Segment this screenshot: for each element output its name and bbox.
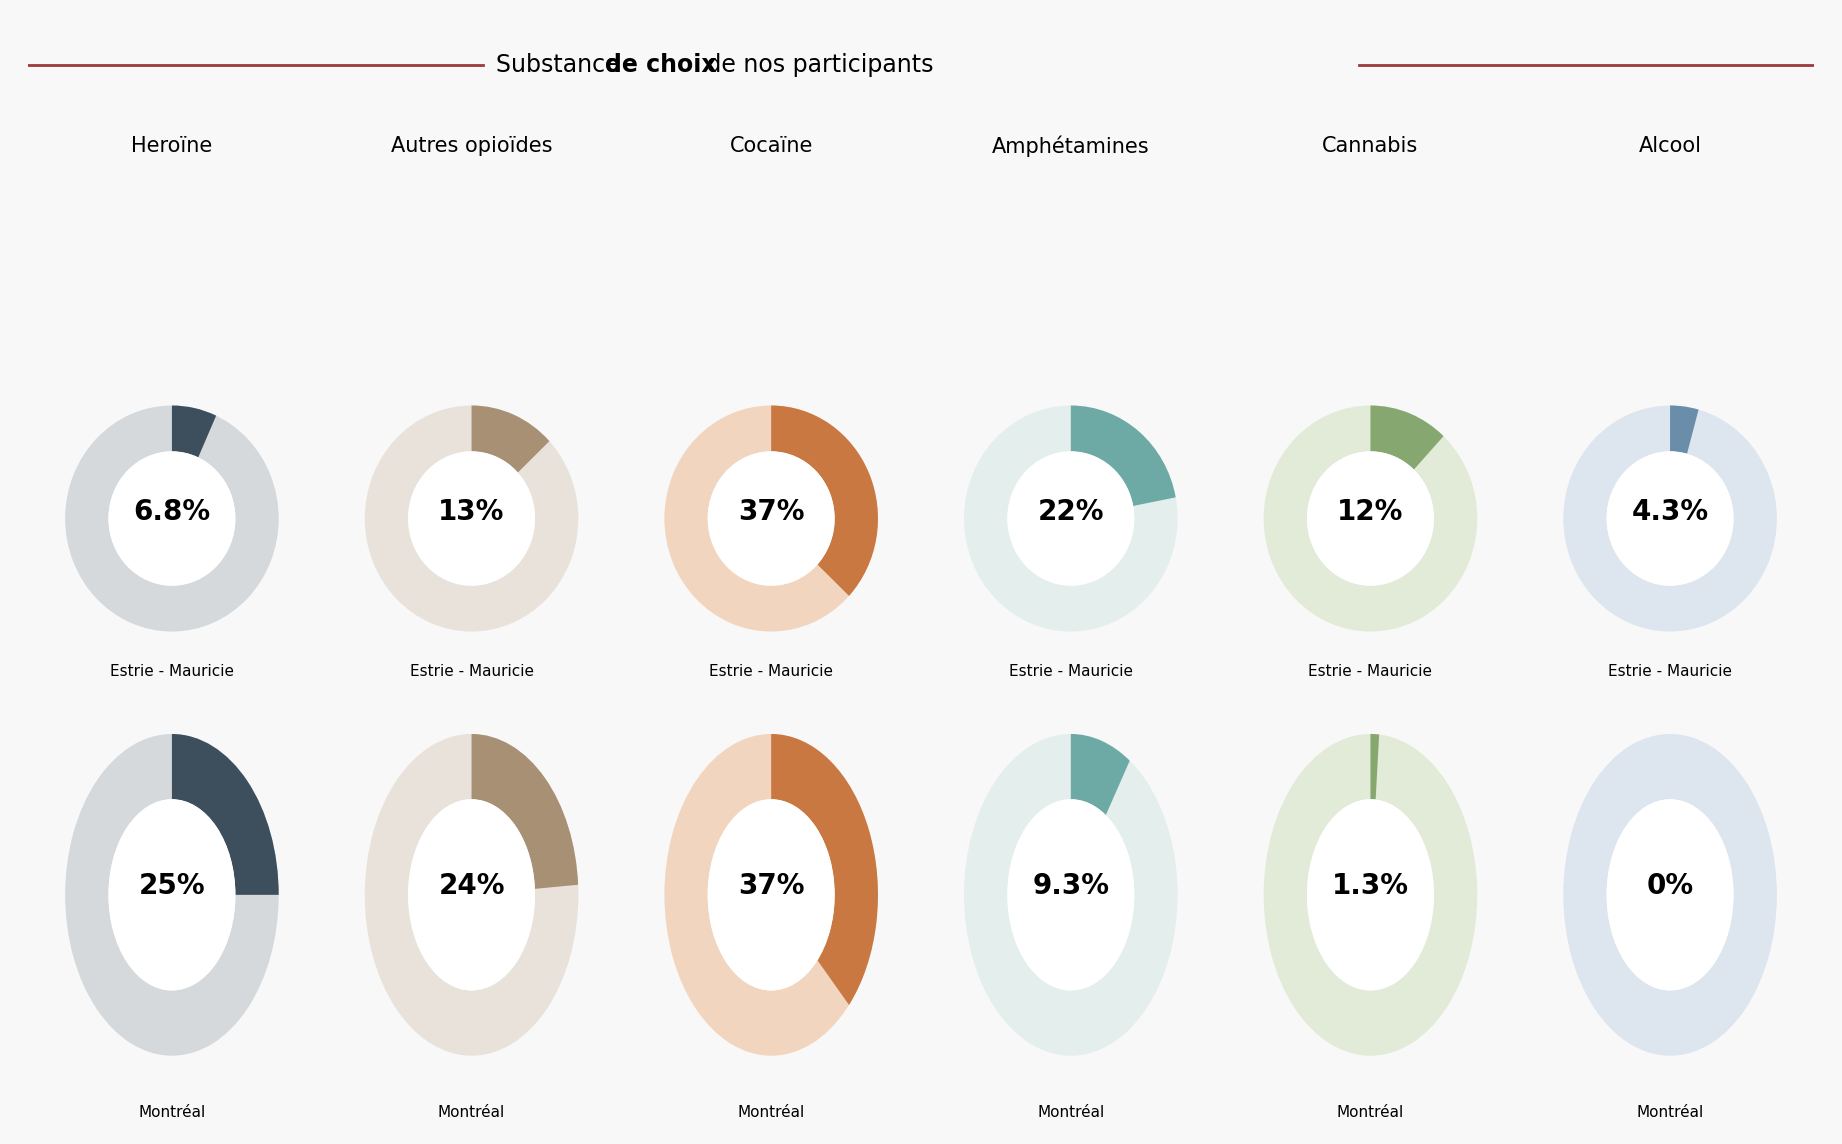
Text: Autres opioïdes: Autres opioïdes — [391, 136, 553, 156]
Text: Substance: Substance — [495, 53, 626, 77]
Wedge shape — [1564, 405, 1778, 631]
Wedge shape — [472, 734, 578, 889]
Wedge shape — [665, 734, 879, 1056]
Text: Heroïne: Heroïne — [131, 136, 212, 156]
Text: 24%: 24% — [438, 872, 505, 900]
Text: Estrie - Mauricie: Estrie - Mauricie — [709, 664, 833, 678]
Text: Estrie - Mauricie: Estrie - Mauricie — [409, 664, 534, 678]
Wedge shape — [1264, 734, 1477, 1056]
Circle shape — [707, 452, 834, 586]
Text: 12%: 12% — [1337, 499, 1404, 526]
Text: Amphétamines: Amphétamines — [993, 135, 1149, 157]
Circle shape — [409, 452, 534, 586]
Text: Alcool: Alcool — [1639, 136, 1702, 156]
Text: Montréal: Montréal — [1337, 1105, 1404, 1120]
Circle shape — [109, 800, 236, 991]
Wedge shape — [365, 405, 578, 631]
Text: Montréal: Montréal — [138, 1105, 206, 1120]
Text: 4.3%: 4.3% — [1632, 499, 1709, 526]
Text: 0%: 0% — [1647, 872, 1693, 900]
Wedge shape — [1264, 405, 1477, 631]
Text: Estrie - Mauricie: Estrie - Mauricie — [1608, 664, 1731, 678]
Text: 37%: 37% — [739, 499, 805, 526]
Wedge shape — [1070, 734, 1129, 815]
Wedge shape — [171, 734, 278, 895]
Wedge shape — [1370, 734, 1380, 800]
Text: 25%: 25% — [138, 872, 204, 900]
Wedge shape — [1564, 734, 1778, 1056]
Text: 22%: 22% — [1037, 499, 1103, 526]
Text: Cannabis: Cannabis — [1323, 136, 1418, 156]
Wedge shape — [64, 405, 278, 631]
Wedge shape — [472, 405, 549, 472]
Circle shape — [1606, 452, 1733, 586]
Circle shape — [1308, 800, 1433, 991]
Text: 13%: 13% — [438, 499, 505, 526]
Text: de choix: de choix — [604, 53, 717, 77]
Text: Montréal: Montréal — [1037, 1105, 1105, 1120]
Wedge shape — [1070, 405, 1175, 506]
Text: de nos participants: de nos participants — [700, 53, 934, 77]
Circle shape — [109, 452, 236, 586]
Wedge shape — [171, 405, 216, 458]
Circle shape — [707, 800, 834, 991]
Wedge shape — [963, 405, 1177, 631]
Text: 9.3%: 9.3% — [1032, 872, 1109, 900]
Text: Estrie - Mauricie: Estrie - Mauricie — [1308, 664, 1433, 678]
Circle shape — [1308, 452, 1433, 586]
Wedge shape — [772, 405, 879, 596]
Wedge shape — [64, 734, 278, 1056]
Text: Estrie - Mauricie: Estrie - Mauricie — [1009, 664, 1133, 678]
Text: Montréal: Montréal — [1636, 1105, 1704, 1120]
Wedge shape — [772, 734, 879, 1004]
Wedge shape — [1370, 405, 1444, 469]
Text: Montréal: Montréal — [737, 1105, 805, 1120]
Text: 1.3%: 1.3% — [1332, 872, 1409, 900]
Wedge shape — [665, 405, 879, 631]
Wedge shape — [963, 734, 1177, 1056]
Text: Cocaïne: Cocaïne — [729, 136, 812, 156]
Wedge shape — [1671, 405, 1698, 454]
Circle shape — [1606, 800, 1733, 991]
Text: Estrie - Mauricie: Estrie - Mauricie — [111, 664, 234, 678]
Text: 37%: 37% — [739, 872, 805, 900]
Circle shape — [1008, 452, 1135, 586]
Wedge shape — [365, 734, 578, 1056]
Circle shape — [409, 800, 534, 991]
Text: 6.8%: 6.8% — [133, 499, 210, 526]
Circle shape — [1008, 800, 1135, 991]
Text: Montréal: Montréal — [438, 1105, 505, 1120]
